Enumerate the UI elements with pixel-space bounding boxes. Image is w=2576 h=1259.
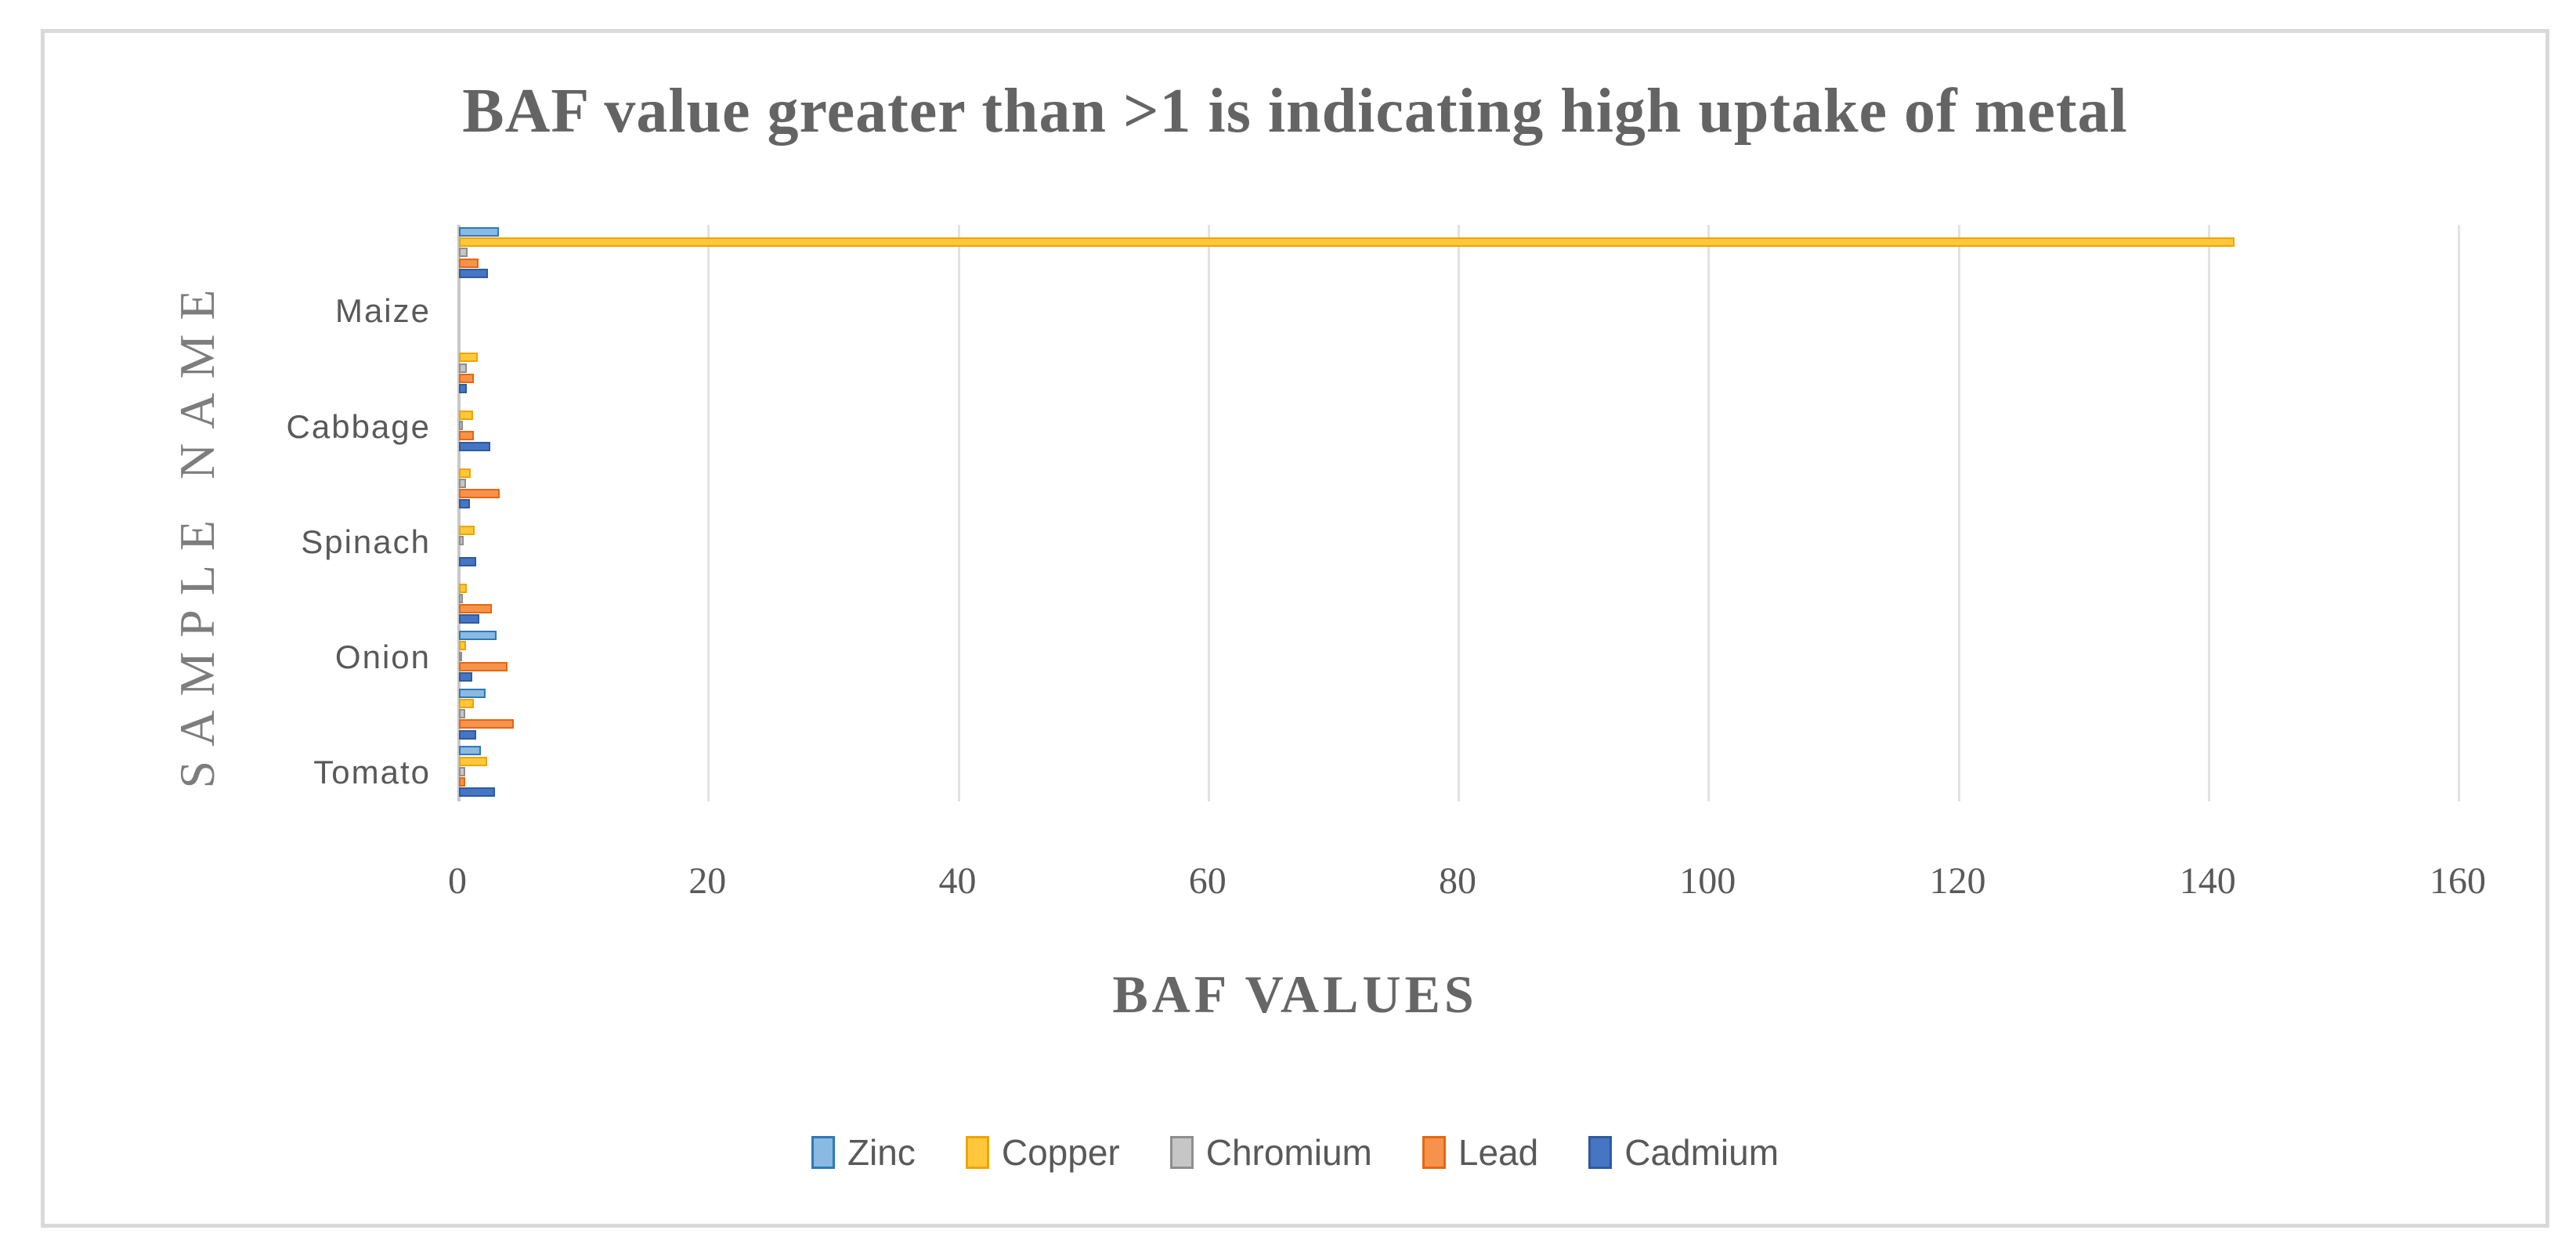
bar-copper [459, 237, 2235, 248]
x-tick-label: 140 [2179, 860, 2236, 902]
chart-figure: BAF value greater than >1 is indicating … [41, 29, 2549, 1228]
bar-copper [459, 411, 473, 420]
legend-item-copper: Copper [965, 1131, 1120, 1174]
category-label-spinach: Spinach [301, 523, 431, 560]
x-axis-title: BAF VALUES [1112, 964, 1478, 1024]
legend-swatch-icon [811, 1136, 835, 1169]
bar-chromium [459, 536, 464, 546]
bar-chromium [459, 363, 467, 373]
bar-cadmium [459, 729, 477, 740]
gridline [2207, 225, 2210, 801]
legend-label: Copper [1001, 1132, 1120, 1173]
bar-lead [459, 489, 500, 498]
legend-label: Chromium [1205, 1132, 1372, 1173]
bar-chromium [459, 478, 466, 488]
legend-swatch-icon [965, 1136, 989, 1169]
y-axis-line [457, 225, 461, 801]
bar-cadmium [459, 556, 477, 566]
legend-item-cadmium: Cadmium [1588, 1131, 1779, 1174]
bar-chromium [459, 594, 463, 603]
chart-title: BAF value greater than >1 is indicating … [462, 77, 2128, 146]
bar-lead [459, 719, 515, 729]
bar-chromium [459, 421, 463, 431]
bar-copper [459, 641, 466, 651]
bar-copper [459, 468, 471, 478]
legend: Zinc Copper Chromium Lead Cadmium [45, 1131, 2545, 1174]
gridline [1707, 225, 1711, 801]
bar-cadmium [459, 268, 488, 278]
gridline [2458, 225, 2460, 801]
bar-copper [459, 756, 487, 766]
bar-zinc [459, 688, 486, 698]
bar-cadmium [459, 787, 496, 798]
x-tick-label: 160 [2430, 860, 2486, 902]
x-tick-label: 60 [1188, 860, 1227, 902]
bar-zinc [459, 631, 497, 641]
gridline [1458, 225, 1460, 801]
gridline [957, 225, 960, 801]
legend-label: Lead [1458, 1132, 1539, 1173]
gridline [1957, 225, 1960, 801]
legend-item-lead: Lead [1422, 1131, 1538, 1174]
bar-copper [459, 353, 478, 363]
bar-cadmium [459, 499, 470, 509]
bar-zinc [459, 227, 500, 237]
bar-chromium [459, 709, 465, 719]
x-tick-label: 120 [1929, 860, 1986, 902]
bar-lead [459, 258, 479, 268]
bar-cadmium [459, 672, 472, 682]
bar-cadmium [459, 384, 467, 393]
legend-label: Zinc [847, 1132, 916, 1173]
bar-zinc [459, 746, 481, 756]
bar-lead [459, 661, 508, 671]
gridline [707, 225, 710, 801]
legend-swatch-icon [1169, 1136, 1194, 1169]
x-tick-label: 40 [938, 860, 977, 902]
bar-chromium [459, 766, 465, 776]
bar-cadmium [459, 614, 479, 624]
plot-area [457, 225, 2460, 801]
legend-item-chromium: Chromium [1169, 1131, 1372, 1174]
gridline [1207, 225, 1210, 801]
legend-item-zinc: Zinc [811, 1131, 916, 1174]
bar-lead [459, 431, 475, 441]
x-tick-label: 0 [448, 860, 467, 902]
bar-chromium [459, 651, 462, 661]
category-label-maize: Maize [334, 292, 431, 330]
legend-swatch-icon [1588, 1136, 1613, 1169]
bar-lead [459, 777, 465, 787]
x-tick-label: 80 [1439, 860, 1476, 902]
bar-chromium [459, 248, 468, 258]
bar-lead [459, 373, 475, 383]
legend-swatch-icon [1422, 1136, 1446, 1169]
legend-label: Cadmium [1624, 1132, 1779, 1173]
category-label-cabbage: Cabbage [286, 407, 431, 445]
bar-cadmium [459, 441, 490, 451]
bar-lead [459, 604, 492, 614]
bar-copper [459, 526, 475, 536]
category-label-tomato: Tomato [313, 754, 431, 791]
bar-copper [459, 583, 468, 593]
category-label-onion: Onion [334, 639, 431, 675]
bar-copper [459, 699, 475, 708]
x-tick-label: 20 [688, 860, 727, 902]
x-tick-label: 100 [1679, 860, 1736, 902]
